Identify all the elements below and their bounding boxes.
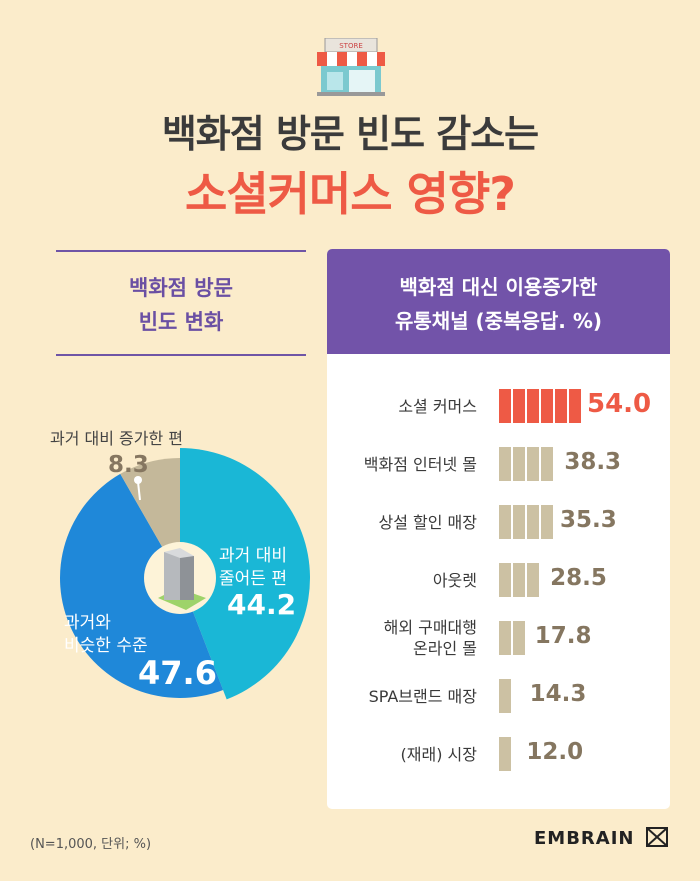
pie-label-increase: 과거 대비 증가한 편: [50, 429, 184, 448]
bar-segment: [541, 389, 553, 423]
pie-leader-line: [137, 481, 141, 501]
pie-value-decrease: 44.2: [227, 588, 297, 621]
bar-category-label-line: SPA브랜드 매장: [368, 687, 477, 706]
awning: [317, 52, 385, 66]
bar: [499, 737, 516, 771]
bar-category-label-line: 온라인 몰: [413, 639, 477, 658]
bar-value-label: 17.8: [534, 623, 592, 649]
bar-value-label: 14.3: [529, 681, 587, 707]
bar: [499, 505, 553, 539]
bar-category-label: SPA브랜드 매장: [327, 686, 477, 707]
bar-category-label: 아웃렛: [327, 570, 477, 591]
left-panel-title-line2: 빈도 변화: [138, 310, 224, 334]
bar: [499, 563, 540, 597]
bar-segment: [569, 389, 581, 423]
bar-category-label: 상설 할인 매장: [327, 512, 478, 533]
bar-segment: [499, 505, 511, 539]
bar-segment: [555, 389, 567, 423]
bar-segment: [527, 563, 539, 597]
bar: [499, 621, 525, 655]
pie-chart: [59, 448, 310, 700]
store-sign-text: STORE: [339, 42, 363, 50]
bar-segment: [499, 679, 511, 713]
brand-logo: EMBRAIN: [534, 827, 668, 849]
left-panel-title-line1: 백화점 방문: [129, 276, 233, 300]
bar: [499, 389, 581, 423]
bar: [499, 447, 554, 481]
building-icon: [144, 542, 216, 614]
bar-segment: [513, 389, 525, 423]
pie-value-same: 47.6: [138, 654, 217, 692]
bar-category-label: (재래) 시장: [327, 744, 477, 765]
bar-category-label-line: 소셜 커머스: [398, 397, 477, 416]
right-panel: 백화점 대신 이용증가한 유통채널 (중복응답. %) 소셜 커머스 54.0 백화…: [327, 249, 670, 809]
pie-label-same-line2: 비슷한 수준: [64, 636, 148, 656]
right-panel-header: 백화점 대신 이용증가한 유통채널 (중복응답. %): [327, 249, 670, 354]
pie-label-decrease-line1: 과거 대비: [219, 546, 287, 566]
pie-leader-dot: [134, 476, 142, 484]
pie-slice-decrease: [180, 448, 310, 700]
bar-segment: [499, 621, 511, 655]
bar-category-label: 소셜 커머스: [327, 396, 477, 417]
bar-segment: [513, 447, 525, 481]
pie-slice-same: [59, 473, 224, 698]
right-panel-title-line1: 백화점 대신 이용증가한: [399, 275, 598, 299]
bar-value-label: 38.3: [564, 449, 622, 475]
pie-label-same-line1: 과거와: [64, 613, 111, 633]
bar-value-label: 28.5: [550, 565, 607, 591]
page-title: 백화점 방문 빈도 감소는: [161, 112, 539, 156]
bar: [499, 679, 520, 713]
bar-value-label: 35.3: [559, 507, 617, 533]
bar-category-label-line: 백화점 인터넷 몰: [363, 455, 477, 474]
bar-segment: [513, 563, 525, 597]
bar-category-label: 백화점 인터넷 몰: [327, 454, 477, 475]
pie-value-increase: 8.3: [108, 452, 149, 478]
right-panel-title-line2: 유통채널 (중복응답. %): [394, 309, 603, 333]
bar-segment: [499, 447, 511, 481]
bar-segment: [513, 621, 525, 655]
bar-segment: [499, 563, 511, 597]
bar-value-label: 54.0: [587, 389, 652, 419]
bar-chart: 소셜 커머스 54.0 백화점 인터넷 몰 38.3 상설 할인 매장 35.3 아웃렛 28…: [327, 354, 670, 809]
brand-text: EMBRAIN: [534, 828, 635, 849]
bar-segment: [527, 505, 539, 539]
bar-segment: [513, 505, 525, 539]
footnote: (N=1,000, 단위; %): [30, 837, 152, 852]
pie-label-decrease-line2: 줄어든 편: [219, 569, 287, 589]
bar-category-label-line: (재래) 시장: [400, 745, 477, 764]
bar-segment: [541, 505, 553, 539]
brand-mark-icon: [645, 827, 668, 847]
bar-value-label: 12.0: [526, 739, 584, 765]
bar-segment: [541, 447, 553, 481]
store-icon: STORE: [317, 38, 385, 96]
bar-category-label-line: 상설 할인 매장: [378, 513, 478, 532]
bar-category-label-line: 해외 구매대행: [383, 618, 477, 637]
bar-segment: [527, 447, 539, 481]
page-subtitle: 소셜커머스 영향?: [185, 167, 516, 221]
bar-segment: [499, 737, 511, 771]
left-panel-header: 백화점 방문 빈도 변화: [56, 250, 306, 356]
bar-category-label-line: 아웃렛: [432, 571, 477, 590]
bar-segment: [527, 389, 539, 423]
bar-segment: [499, 389, 511, 423]
